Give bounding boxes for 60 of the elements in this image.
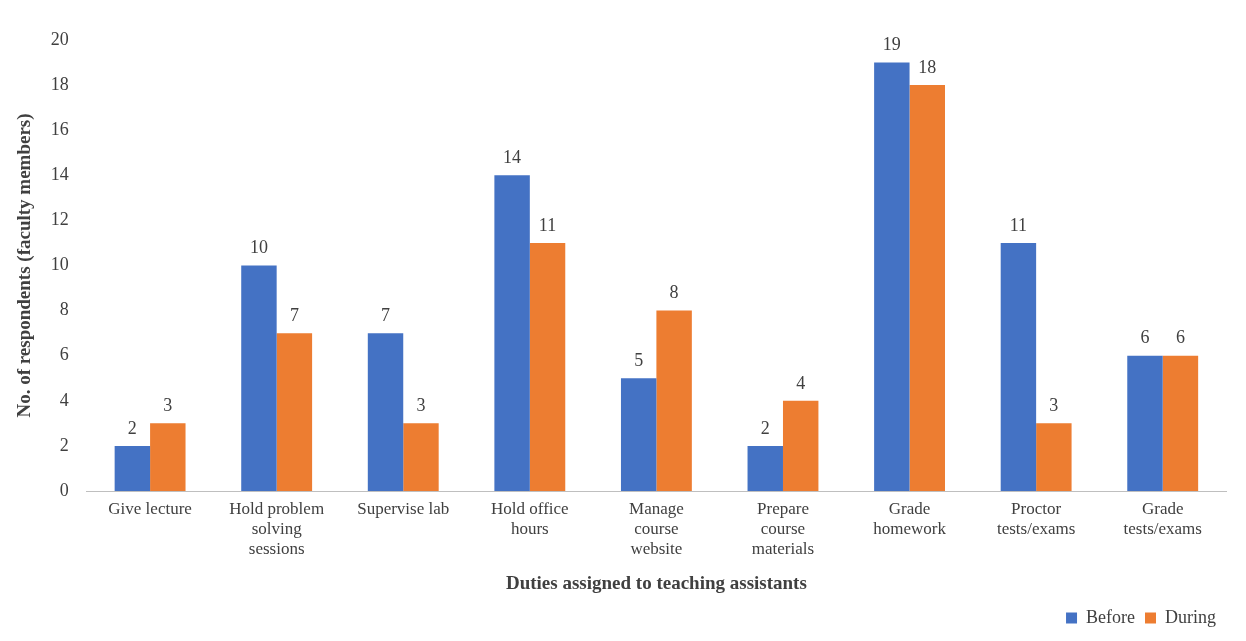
bar: [114, 445, 151, 491]
bar: [241, 265, 277, 491]
x-tick-label: Hold office hours: [491, 498, 569, 539]
bar: [494, 175, 530, 491]
y-tick-label: 16: [50, 118, 69, 139]
data-label: 5: [634, 349, 644, 370]
y-tick-label: 6: [59, 344, 69, 365]
y-tick-label: 20: [50, 28, 69, 49]
bar: [276, 333, 313, 491]
x-tick-label: Supervise lab: [357, 498, 450, 518]
data-label: 4: [796, 372, 806, 393]
data-label: 11: [1009, 214, 1028, 235]
bar: [747, 445, 783, 491]
legend-label: Before: [1086, 606, 1136, 627]
data-label: 8: [669, 282, 679, 303]
data-label: 10: [249, 237, 268, 258]
y-tick-label: 18: [50, 73, 69, 94]
bar: [403, 423, 439, 491]
bar: [1000, 242, 1037, 491]
legend-label: During: [1165, 606, 1217, 627]
y-tick-label: 8: [59, 299, 69, 320]
bar: [656, 310, 692, 491]
data-label: 2: [127, 417, 137, 438]
data-label: 3: [163, 395, 173, 416]
bar: [1036, 423, 1072, 491]
data-label: 14: [503, 147, 522, 168]
data-label: 7: [381, 304, 391, 325]
y-tick-label: 4: [59, 389, 69, 410]
bar: [1127, 355, 1163, 491]
data-label: 11: [538, 214, 557, 235]
y-tick-label: 10: [50, 254, 69, 275]
bar: [367, 333, 404, 491]
x-tick-label: Prepare course materials: [751, 498, 815, 559]
data-label: 6: [1140, 327, 1150, 348]
bar: [1162, 355, 1199, 491]
y-tick-label: 14: [50, 164, 69, 185]
x-tick-label: Give lecture: [108, 498, 192, 518]
x-tick-label: Proctor tests/exams: [996, 498, 1076, 539]
data-label: 3: [416, 395, 426, 416]
bar: [874, 62, 910, 491]
y-tick-label: 0: [59, 479, 69, 500]
bar: [782, 400, 819, 491]
data-label: 19: [882, 34, 901, 55]
x-axis-title: Duties assigned to teaching assistants: [505, 571, 807, 593]
data-label: 18: [918, 56, 937, 77]
bar: [529, 242, 566, 491]
x-tick-label: Manage course website: [629, 498, 684, 559]
y-tick-label: 2: [59, 434, 69, 455]
x-tick-label: Hold problem solving sessions: [229, 498, 325, 559]
data-label: 2: [760, 417, 770, 438]
data-label: 6: [1175, 327, 1185, 348]
x-tick-label: Grade tests/exams: [1123, 498, 1202, 539]
x-tick-label: Grade homework: [873, 498, 947, 539]
bar: [909, 85, 945, 491]
bar: [620, 378, 657, 491]
data-label: 3: [1049, 395, 1059, 416]
data-label: 7: [289, 304, 299, 325]
bar: [150, 423, 186, 491]
y-tick-label: 12: [50, 209, 69, 230]
y-axis-title: No. of respondents (faculty members): [13, 113, 36, 418]
